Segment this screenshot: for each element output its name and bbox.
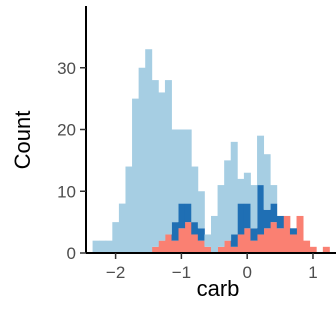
histogram-bar	[191, 222, 199, 235]
histogram-bar	[125, 166, 133, 253]
histogram-bar	[270, 222, 278, 253]
y-axis-ticks: 0 10 20 30	[57, 59, 86, 263]
histogram-bar	[237, 234, 245, 253]
histogram-bar	[322, 246, 330, 253]
y-tick-label: 0	[67, 244, 76, 263]
histogram-bar	[164, 234, 172, 253]
histogram-bar	[164, 80, 172, 235]
histogram-bar	[171, 222, 179, 241]
histogram-bar	[263, 154, 271, 210]
y-axis-title: Count	[10, 111, 35, 170]
histogram-bar	[257, 234, 265, 253]
histogram-bar	[217, 185, 225, 247]
histogram-bar	[309, 246, 317, 253]
histogram-bar	[224, 160, 232, 241]
histogram-bar	[171, 129, 179, 223]
histogram-bar	[191, 234, 199, 253]
histogram-bar	[178, 228, 186, 253]
histogram-bar	[191, 166, 199, 223]
histogram-bar	[204, 246, 212, 253]
histogram-bar	[224, 240, 232, 253]
histogram-bar	[250, 240, 258, 253]
histogram-bar	[197, 240, 205, 253]
histogram-bar	[230, 246, 238, 253]
x-axis-title: carb	[197, 276, 240, 301]
histogram-bar	[158, 240, 166, 253]
histogram-bar	[138, 67, 146, 253]
histogram-bar	[263, 228, 271, 253]
histogram-bar	[178, 203, 186, 229]
y-tick-label: 10	[57, 182, 76, 201]
histogram-bar	[92, 240, 100, 253]
histogram-bar	[257, 135, 265, 186]
histogram-bar	[243, 172, 251, 204]
histogram-bar	[230, 234, 238, 247]
histogram-bar	[118, 203, 126, 253]
x-tick-label: 1	[308, 263, 317, 282]
histogram-bar	[230, 141, 238, 235]
x-tick-label: −1	[172, 263, 191, 282]
histogram-bar	[217, 246, 225, 253]
histogram-bar	[184, 222, 192, 253]
histogram-bar	[289, 234, 297, 253]
histogram-bar	[243, 228, 251, 253]
histogram-bar	[237, 178, 245, 204]
histogram-bar	[204, 234, 212, 247]
histogram-bar	[303, 240, 311, 253]
x-axis-ticks: −2 −1 0 1	[106, 253, 318, 282]
histogram-bar	[250, 228, 258, 241]
histogram-bar	[276, 228, 284, 253]
histogram-bar	[296, 215, 304, 253]
histogram-bar	[243, 203, 251, 229]
y-tick-label: 30	[57, 59, 76, 78]
histogram-bar	[263, 209, 271, 229]
histogram-bar	[257, 185, 265, 235]
histogram-bar	[270, 203, 278, 223]
histogram-bar	[283, 215, 291, 253]
histogram-bar	[197, 228, 205, 241]
histogram-bar	[237, 203, 245, 235]
histogram-bars	[92, 49, 330, 253]
histogram-bar	[151, 246, 159, 253]
histogram-bar	[171, 240, 179, 253]
histogram-bar	[211, 215, 218, 253]
histogram-bar	[276, 215, 284, 229]
histogram-bar	[145, 49, 153, 253]
y-tick-label: 20	[57, 121, 76, 140]
histogram-bar	[112, 222, 120, 253]
x-tick-label: −2	[106, 263, 125, 282]
histogram-bar	[132, 98, 140, 253]
histogram-bar	[99, 240, 107, 253]
histogram-bar	[105, 240, 113, 253]
histogram-bar	[178, 129, 186, 204]
histogram-bar	[184, 203, 192, 223]
histogram-bar	[270, 185, 278, 204]
histogram-bar	[197, 191, 205, 229]
histogram-bar	[158, 92, 166, 241]
histogram-bar	[184, 129, 192, 204]
histogram-bar	[151, 80, 159, 247]
x-tick-label: 0	[242, 263, 251, 282]
histogram-bar	[250, 185, 258, 229]
histogram-bar	[289, 228, 297, 235]
